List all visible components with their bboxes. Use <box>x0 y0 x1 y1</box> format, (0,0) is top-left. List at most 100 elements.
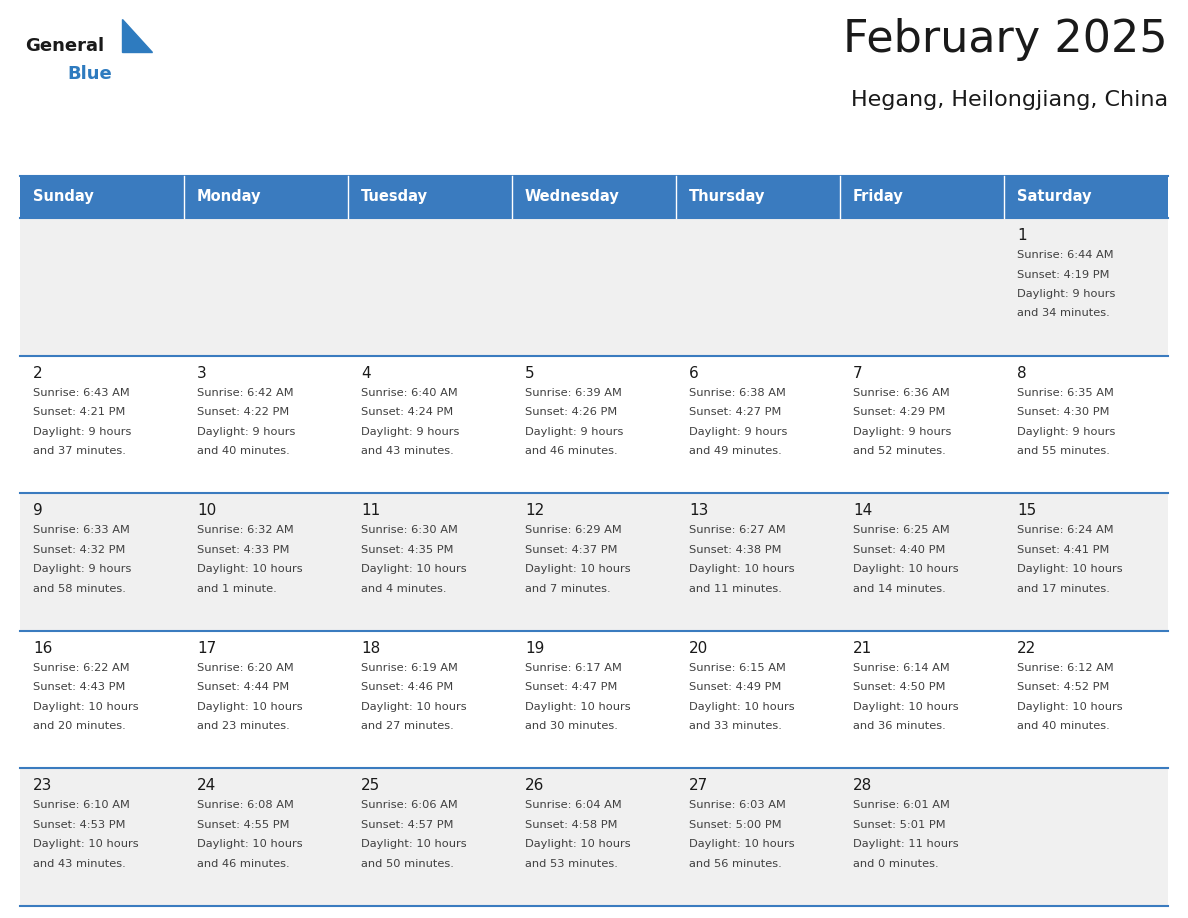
Text: Sunday: Sunday <box>33 189 94 205</box>
Text: and 40 minutes.: and 40 minutes. <box>197 446 290 456</box>
Bar <box>20 768 1168 906</box>
Text: 17: 17 <box>197 641 216 655</box>
Text: Daylight: 10 hours: Daylight: 10 hours <box>197 565 303 574</box>
Text: Sunrise: 6:22 AM: Sunrise: 6:22 AM <box>33 663 129 673</box>
Text: Sunrise: 6:33 AM: Sunrise: 6:33 AM <box>33 525 129 535</box>
Text: Sunrise: 6:43 AM: Sunrise: 6:43 AM <box>33 387 129 397</box>
Bar <box>20 493 1168 631</box>
Text: and 34 minutes.: and 34 minutes. <box>1017 308 1110 319</box>
Text: Sunset: 4:29 PM: Sunset: 4:29 PM <box>853 407 946 417</box>
Bar <box>20 631 1168 768</box>
Text: and 53 minutes.: and 53 minutes. <box>525 859 618 869</box>
Text: and 40 minutes.: and 40 minutes. <box>1017 722 1110 732</box>
Text: Daylight: 10 hours: Daylight: 10 hours <box>853 701 959 711</box>
Text: and 43 minutes.: and 43 minutes. <box>33 859 126 869</box>
Text: Daylight: 9 hours: Daylight: 9 hours <box>1017 427 1116 437</box>
Bar <box>840 176 1004 218</box>
Text: February 2025: February 2025 <box>843 18 1168 61</box>
Text: and 58 minutes.: and 58 minutes. <box>33 584 126 594</box>
Text: and 23 minutes.: and 23 minutes. <box>197 722 290 732</box>
Text: Daylight: 9 hours: Daylight: 9 hours <box>197 427 296 437</box>
Text: Daylight: 9 hours: Daylight: 9 hours <box>33 565 132 574</box>
Text: and 55 minutes.: and 55 minutes. <box>1017 446 1110 456</box>
Text: and 36 minutes.: and 36 minutes. <box>853 722 946 732</box>
Text: Sunrise: 6:42 AM: Sunrise: 6:42 AM <box>197 387 293 397</box>
Text: Sunset: 4:22 PM: Sunset: 4:22 PM <box>197 407 289 417</box>
Text: Sunset: 4:52 PM: Sunset: 4:52 PM <box>1017 682 1110 692</box>
Text: Tuesday: Tuesday <box>361 189 428 205</box>
Text: and 46 minutes.: and 46 minutes. <box>525 446 618 456</box>
Text: Sunset: 4:50 PM: Sunset: 4:50 PM <box>853 682 946 692</box>
Text: and 20 minutes.: and 20 minutes. <box>33 722 126 732</box>
Text: Sunrise: 6:08 AM: Sunrise: 6:08 AM <box>197 800 293 811</box>
Text: 24: 24 <box>197 778 216 793</box>
Bar <box>676 176 840 218</box>
Text: and 37 minutes.: and 37 minutes. <box>33 446 126 456</box>
Text: Sunrise: 6:19 AM: Sunrise: 6:19 AM <box>361 663 457 673</box>
Text: Sunrise: 6:15 AM: Sunrise: 6:15 AM <box>689 663 786 673</box>
Text: and 49 minutes.: and 49 minutes. <box>689 446 782 456</box>
Text: Sunrise: 6:27 AM: Sunrise: 6:27 AM <box>689 525 785 535</box>
Text: 12: 12 <box>525 503 544 518</box>
Text: Daylight: 10 hours: Daylight: 10 hours <box>689 701 795 711</box>
Text: 19: 19 <box>525 641 544 655</box>
Text: Sunrise: 6:39 AM: Sunrise: 6:39 AM <box>525 387 621 397</box>
Text: 7: 7 <box>853 365 862 381</box>
Text: 13: 13 <box>689 503 708 518</box>
Text: 11: 11 <box>361 503 380 518</box>
Text: Monday: Monday <box>197 189 261 205</box>
Text: Sunrise: 6:32 AM: Sunrise: 6:32 AM <box>197 525 293 535</box>
Text: 4: 4 <box>361 365 371 381</box>
Text: Sunrise: 6:10 AM: Sunrise: 6:10 AM <box>33 800 129 811</box>
Text: and 4 minutes.: and 4 minutes. <box>361 584 447 594</box>
Text: 18: 18 <box>361 641 380 655</box>
Text: Daylight: 10 hours: Daylight: 10 hours <box>361 565 467 574</box>
Text: 27: 27 <box>689 778 708 793</box>
Text: 25: 25 <box>361 778 380 793</box>
Text: Sunrise: 6:06 AM: Sunrise: 6:06 AM <box>361 800 457 811</box>
Text: Blue: Blue <box>67 65 112 83</box>
Text: Daylight: 10 hours: Daylight: 10 hours <box>361 839 467 849</box>
Text: 5: 5 <box>525 365 535 381</box>
Text: Saturday: Saturday <box>1017 189 1092 205</box>
Text: Sunset: 4:30 PM: Sunset: 4:30 PM <box>1017 407 1110 417</box>
Text: Sunset: 4:43 PM: Sunset: 4:43 PM <box>33 682 126 692</box>
Text: Daylight: 9 hours: Daylight: 9 hours <box>33 427 132 437</box>
Bar <box>20 218 1168 355</box>
Text: Sunset: 4:46 PM: Sunset: 4:46 PM <box>361 682 454 692</box>
Text: Sunset: 4:19 PM: Sunset: 4:19 PM <box>1017 270 1110 279</box>
Text: Sunset: 4:53 PM: Sunset: 4:53 PM <box>33 820 126 830</box>
Polygon shape <box>122 19 152 52</box>
Bar <box>184 176 348 218</box>
Text: Sunset: 5:00 PM: Sunset: 5:00 PM <box>689 820 782 830</box>
Text: Daylight: 10 hours: Daylight: 10 hours <box>1017 701 1123 711</box>
Text: Daylight: 9 hours: Daylight: 9 hours <box>361 427 460 437</box>
Text: Daylight: 10 hours: Daylight: 10 hours <box>197 701 303 711</box>
Text: Hegang, Heilongjiang, China: Hegang, Heilongjiang, China <box>851 90 1168 110</box>
Text: 22: 22 <box>1017 641 1036 655</box>
Text: Sunset: 4:27 PM: Sunset: 4:27 PM <box>689 407 782 417</box>
Text: Sunset: 4:47 PM: Sunset: 4:47 PM <box>525 682 618 692</box>
Text: Sunset: 4:24 PM: Sunset: 4:24 PM <box>361 407 454 417</box>
Text: and 46 minutes.: and 46 minutes. <box>197 859 290 869</box>
Text: Sunrise: 6:25 AM: Sunrise: 6:25 AM <box>853 525 949 535</box>
Text: Daylight: 10 hours: Daylight: 10 hours <box>853 565 959 574</box>
Text: Sunrise: 6:12 AM: Sunrise: 6:12 AM <box>1017 663 1114 673</box>
Text: Sunset: 4:58 PM: Sunset: 4:58 PM <box>525 820 618 830</box>
Text: and 52 minutes.: and 52 minutes. <box>853 446 946 456</box>
Text: and 43 minutes.: and 43 minutes. <box>361 446 454 456</box>
Text: Daylight: 10 hours: Daylight: 10 hours <box>197 839 303 849</box>
Text: General: General <box>25 37 105 55</box>
Text: Sunrise: 6:14 AM: Sunrise: 6:14 AM <box>853 663 949 673</box>
Text: 1: 1 <box>1017 228 1026 243</box>
Text: Sunset: 4:38 PM: Sunset: 4:38 PM <box>689 544 782 554</box>
Text: Sunset: 4:37 PM: Sunset: 4:37 PM <box>525 544 618 554</box>
Bar <box>20 176 184 218</box>
Text: Sunrise: 6:29 AM: Sunrise: 6:29 AM <box>525 525 621 535</box>
Text: 3: 3 <box>197 365 207 381</box>
Text: Sunrise: 6:03 AM: Sunrise: 6:03 AM <box>689 800 786 811</box>
Text: Sunset: 4:33 PM: Sunset: 4:33 PM <box>197 544 290 554</box>
Text: Sunset: 5:01 PM: Sunset: 5:01 PM <box>853 820 946 830</box>
Text: 14: 14 <box>853 503 872 518</box>
Text: Sunrise: 6:01 AM: Sunrise: 6:01 AM <box>853 800 950 811</box>
